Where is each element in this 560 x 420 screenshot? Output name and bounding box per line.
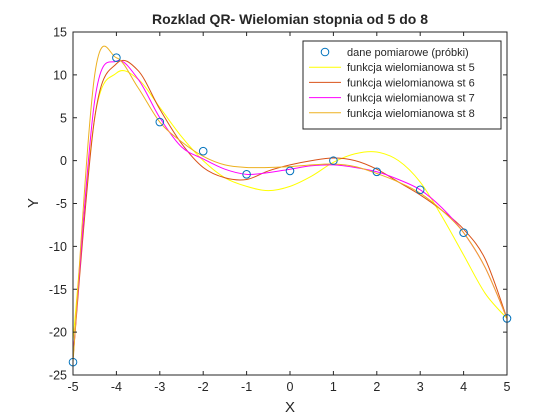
legend-marker-samples [320,47,330,57]
sample-point [155,117,165,127]
series-lines [73,45,507,363]
y-tick-label: -20 [49,326,67,340]
legend: dane pomiarowe (próbki) funkcja wielomian… [302,40,502,130]
x-axis-ticks: -5 -4 -3 -2 -1 0 1 2 3 4 5 [67,32,511,394]
sample-point [242,170,251,179]
sample-point [459,228,468,237]
x-tick-label: 4 [460,380,467,394]
legend-entry-label: funkcja wielomianowa st 6 [347,77,475,89]
x-tick-label: -1 [241,380,252,394]
x-tick-label: -3 [154,380,165,394]
sample-point [329,156,338,165]
y-tick-label: 5 [60,111,67,125]
legend-entry-label: dane pomiarowe (próbki) [347,47,469,59]
legend-box [302,40,502,130]
y-tick-label: -15 [49,283,67,297]
y-tick-label: -25 [49,369,67,383]
x-tick-label: -5 [67,380,78,394]
x-tick-label: -4 [111,380,122,394]
x-tick-label: -2 [198,380,209,394]
sample-point [285,166,295,176]
series-line-3 [73,60,507,358]
legend-entry-label: funkcja wielomianowa st 7 [347,93,475,105]
y-tick-label: 10 [53,68,67,82]
x-tick-label: 2 [373,380,380,394]
x-tick-label: 0 [287,380,294,394]
x-tick-label: 5 [504,380,511,394]
legend-entry-label: funkcja wielomianowa st 8 [347,108,475,120]
chart-title: Rozklad QR- Wielomian stopnia od 5 do 8 [152,11,428,27]
x-tick-label: 3 [417,380,424,394]
y-axis-ticks: -25 -20 -15 -10 -5 0 5 10 15 [49,26,507,383]
y-axis-label: Y [25,198,42,208]
y-tick-label: -10 [49,240,67,254]
series-line-1 [73,70,507,341]
x-axis-label: X [285,399,295,416]
legend-entry-label: funkcja wielomianowa st 5 [347,62,475,74]
sample-point [198,146,208,156]
sample-point [415,185,425,195]
x-tick-label: 1 [330,380,337,394]
y-tick-label: 15 [53,26,67,40]
series-line-4 [73,45,507,363]
sample-point [372,167,382,177]
y-tick-label: 0 [60,154,67,168]
sample-point [112,53,121,63]
y-tick-label: -5 [56,197,67,211]
